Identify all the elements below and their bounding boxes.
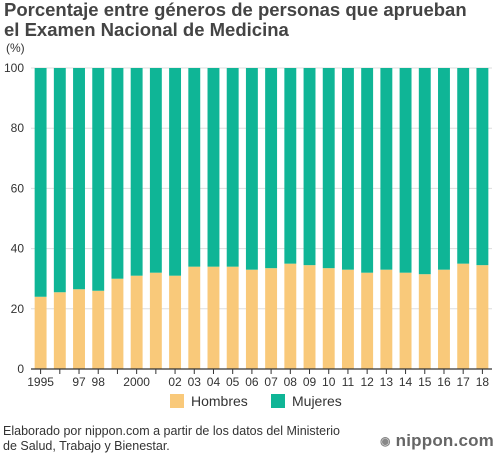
x-tick-label: 1995 [27,375,54,389]
bar-mujeres [53,68,66,293]
legend-label-mujeres: Mujeres [292,393,342,409]
x-tick-label: 03 [188,375,202,389]
x-tick-label: 10 [322,375,336,389]
bar-mujeres [169,68,182,276]
bar-mujeres [34,68,47,297]
bar-hombres [341,269,354,369]
bar-mujeres [361,68,374,273]
bar-hombres [380,269,393,369]
bar-hombres [226,266,239,369]
bar-mujeres [207,68,220,267]
x-tick-label: 15 [418,375,432,389]
bar-hombres [361,272,374,369]
x-tick-label: 98 [92,375,106,389]
bar-mujeres [130,68,143,276]
y-tick-label: 60 [11,181,25,195]
x-tick-label: 13 [380,375,394,389]
x-tick-label: 09 [303,375,317,389]
legend: Hombres Mujeres [0,390,500,412]
bar-mujeres [111,68,124,279]
bar-hombres [418,274,431,369]
x-tick-label: 16 [437,375,451,389]
bar-mujeres [418,68,431,275]
x-tick-label: 07 [264,375,278,389]
x-tick-label: 11 [342,375,355,389]
brand-name: nippon.com [395,431,494,450]
y-axis-unit-label: (%) [6,41,25,55]
chart-title: Porcentaje entre géneros de personas que… [4,0,467,40]
bar-mujeres [149,68,162,273]
stacked-bar-chart: (%) 0 20 40 60 80 100 1995 97 98 2000 02 03 04 05 06 07 0… [4,41,492,389]
x-tick-label: 97 [72,375,86,389]
bar-mujeres [245,68,258,270]
brand-logo: ◉ nippon.com [380,431,494,451]
bar-mujeres [476,68,489,266]
x-tick-label: 04 [207,375,221,389]
bar-mujeres [92,68,105,291]
bar-hombres [265,268,278,369]
bar-hombres [399,272,412,369]
legend-item-mujeres: Mujeres [271,390,342,412]
y-tick-label: 0 [17,362,24,376]
x-tick-label: 02 [168,375,182,389]
bar-hombres [169,275,182,369]
legend-swatch-mujeres [271,394,285,408]
x-tick-label: 18 [476,375,490,389]
bar-mujeres [457,68,470,264]
brand-mark-icon: ◉ [380,434,391,448]
bar-mujeres [380,68,393,270]
bar-mujeres [438,68,450,270]
bar-hombres [34,296,47,369]
bar-hombres [438,269,450,369]
bar-hombres [284,263,297,369]
legend-label-hombres: Hombres [191,393,248,409]
bar-hombres [207,266,220,369]
bar-hombres [457,263,470,369]
x-tick-label: 06 [245,375,259,389]
bar-hombres [92,290,105,369]
bar-hombres [149,272,162,369]
bar-hombres [53,292,66,369]
bar-mujeres [341,68,354,270]
bar-mujeres [226,68,239,267]
bar-mujeres [73,68,85,290]
y-tick-label: 80 [11,121,25,135]
bar-mujeres [399,68,412,273]
bar-hombres [130,275,143,369]
y-tick-label: 100 [4,61,24,75]
y-tick-label: 40 [11,242,25,256]
bar-mujeres [188,68,201,267]
y-tick-label: 20 [11,302,25,316]
bar-hombres [476,265,489,369]
x-tick-label: 05 [226,375,240,389]
bar-mujeres [322,68,335,269]
bar-mujeres [265,68,278,269]
bar-mujeres [303,68,316,266]
source-note: Elaborado por nippon.com a partir de los… [3,424,340,453]
x-tick-label: 14 [399,375,413,389]
bar-hombres [188,266,201,369]
x-tick-label: 12 [360,375,374,389]
bar-hombres [73,289,85,369]
legend-item-hombres: Hombres [170,390,248,412]
bar-hombres [303,265,316,369]
x-tick-label: 08 [284,375,298,389]
bar-hombres [322,268,335,369]
x-tick-label: 2000 [123,375,150,389]
bar-hombres [111,278,124,369]
bar-mujeres [284,68,297,264]
x-tick-label: 17 [457,375,471,389]
legend-swatch-hombres [170,394,184,408]
bar-hombres [245,269,258,369]
